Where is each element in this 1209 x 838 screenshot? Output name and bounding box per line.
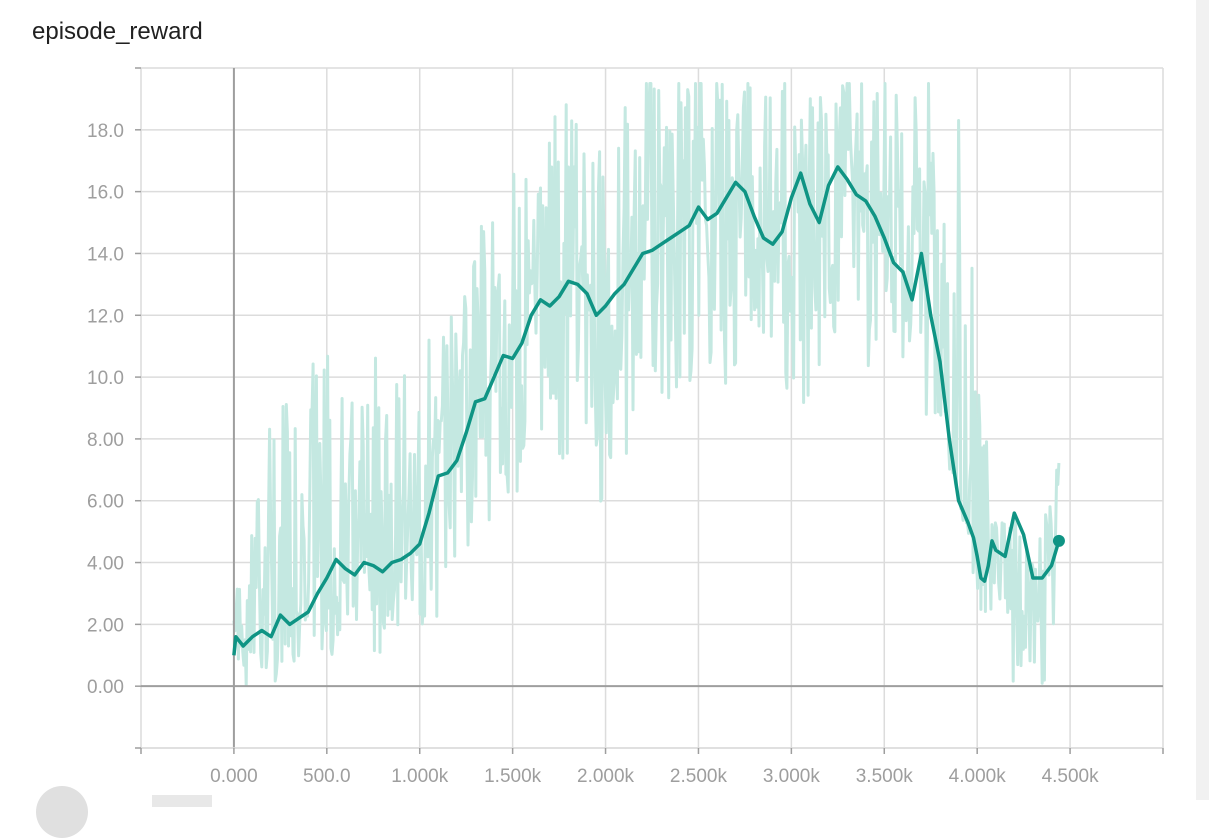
x-axis-ticks: 0.000 500.0 1.000k 1.500k 2.000k 2.500k 3.000k…: [140, 748, 1164, 787]
x-tick-label: 4.000k: [949, 766, 1007, 787]
y-tick-label: 6.00: [87, 492, 124, 513]
grid-lines: [140, 67, 1164, 749]
line-chart[interactable]: 0.000 500.0 1.000k 1.500k 2.000k 2.500k 3.000k…: [0, 0, 1209, 800]
x-tick-label: 3.000k: [763, 766, 821, 787]
x-tick-label: 4.500k: [1042, 766, 1100, 787]
smoothed-series-line: [232, 165, 1061, 656]
last-point-marker: [1052, 534, 1065, 547]
zero-axes: [141, 68, 1163, 749]
x-tick-label: 3.500k: [856, 766, 914, 787]
x-tick-label: 2.500k: [670, 766, 728, 787]
chart-title: episode_reward: [32, 18, 203, 45]
y-tick-label: 4.00: [87, 554, 124, 575]
y-tick-label: 14.0: [87, 244, 124, 265]
fit-domain-button[interactable]: [152, 795, 212, 807]
x-tick-label: 500.0: [303, 766, 351, 787]
y-tick-label: 16.0: [87, 183, 124, 204]
y-tick-label: 12.0: [87, 306, 124, 327]
y-tick-label: 8.00: [87, 430, 124, 451]
y-tick-label: 2.00: [87, 615, 124, 636]
x-tick-label: 1.500k: [484, 766, 542, 787]
x-tick-label: 0.000: [210, 766, 258, 787]
page-scrollbar[interactable]: [1196, 0, 1209, 800]
smoothed-series: [232, 165, 1065, 656]
toggle-y-log-button[interactable]: [36, 786, 88, 838]
raw-series: [232, 82, 1061, 687]
y-tick-label: 10.0: [87, 368, 124, 389]
y-tick-label: 18.0: [87, 121, 124, 142]
x-tick-label: 1.000k: [391, 766, 449, 787]
x-tick-label: 2.000k: [577, 766, 635, 787]
y-tick-label: 0.00: [87, 677, 124, 698]
raw-series-line: [232, 82, 1061, 687]
y-axis-ticks: 0.00 2.00 4.00 6.00 8.00 10.0 12.0 14.0 16.0 18.0: [87, 67, 141, 749]
